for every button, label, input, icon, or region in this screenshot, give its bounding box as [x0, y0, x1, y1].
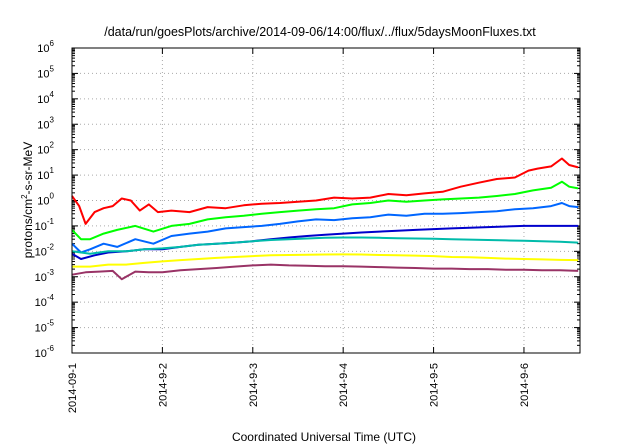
- y-axis-label-rest: -s-sr-MeV: [21, 142, 35, 195]
- y-tick-label: 10-4: [35, 293, 55, 309]
- y-tick-base: 10: [37, 145, 49, 157]
- y-tick-label: 100: [37, 192, 54, 208]
- x-tick-label: 2014-09-1: [67, 363, 79, 413]
- grid: [71, 47, 580, 354]
- y-tick-exp: 6: [50, 39, 55, 48]
- x-tick-label: 2014-9-6: [519, 363, 531, 407]
- series-line-3: [71, 202, 579, 254]
- y-tick-label: 101: [37, 166, 54, 182]
- x-tick-label: 2014-9-5: [429, 363, 441, 407]
- y-tick-label: 10-6: [35, 344, 55, 360]
- x-tick-label: 2014-9-2: [157, 363, 169, 407]
- y-tick-base: 10: [35, 246, 47, 258]
- y-tick-exp: 1: [50, 166, 55, 175]
- x-axis-label: Coordinated Universal Time (UTC): [232, 430, 416, 444]
- y-tick-exp: -5: [47, 319, 55, 328]
- y-tick-base: 10: [35, 221, 47, 233]
- x-tick-label: 2014-9-4: [338, 363, 350, 407]
- y-tick-exp: 2: [50, 141, 55, 150]
- y-tick-label: 10-2: [35, 242, 55, 258]
- series-line-2: [71, 180, 579, 241]
- series-line-7: [71, 263, 579, 281]
- y-tick-exp: 0: [50, 192, 55, 201]
- y-tick-label: 103: [37, 115, 54, 131]
- x-tick-label: 2014-9-3: [248, 363, 260, 407]
- y-tick-exp: 5: [50, 64, 55, 73]
- y-tick-labels: 10610510410310210110010-110-210-310-410-…: [35, 39, 55, 360]
- y-tick-base: 10: [37, 170, 49, 182]
- y-tick-base: 10: [35, 297, 47, 309]
- y-tick-exp: -3: [47, 268, 55, 277]
- series-line-1: [71, 157, 579, 225]
- y-tick-base: 10: [35, 272, 47, 284]
- y-tick-exp: -2: [47, 242, 55, 251]
- y-tick-label: 104: [37, 90, 54, 106]
- plot-frame: [71, 47, 581, 354]
- y-tick-exp: -4: [47, 293, 55, 302]
- y-tick-label: 10-1: [35, 217, 55, 233]
- y-axis-label-sup: 2: [20, 194, 29, 199]
- x-tick-labels: 2014-09-1 2014-9-2 2014-9-3 2014-9-4 2014-9-…: [67, 363, 531, 413]
- series-line-6: [72, 253, 579, 268]
- series-group: [71, 157, 579, 281]
- y-tick-label: 10-3: [35, 268, 55, 284]
- y-tick-label: 106: [37, 39, 54, 55]
- y-tick-base: 10: [37, 43, 49, 55]
- y-tick-base: 10: [37, 119, 49, 131]
- y-axis-label-base: protons/cm: [21, 199, 35, 258]
- y-axis-label: protons/cm2-s-sr-MeV: [20, 142, 35, 258]
- y-tick-label: 105: [37, 64, 54, 80]
- y-tick-base: 10: [37, 196, 49, 208]
- y-tick-label: 102: [37, 141, 54, 157]
- y-tick-base: 10: [35, 348, 47, 360]
- y-tick-exp: -6: [47, 344, 55, 353]
- series-line-5: [71, 236, 579, 255]
- y-tick-base: 10: [37, 94, 49, 106]
- chart-title: /data/run/goesPlots/archive/2014-09-06/1…: [104, 25, 536, 39]
- y-tick-base: 10: [35, 323, 47, 335]
- y-tick-exp: 3: [50, 115, 55, 124]
- y-tick-base: 10: [37, 68, 49, 80]
- y-tick-exp: -1: [47, 217, 55, 226]
- y-tick-label: 10-5: [35, 319, 55, 335]
- y-tick-exp: 4: [50, 90, 55, 99]
